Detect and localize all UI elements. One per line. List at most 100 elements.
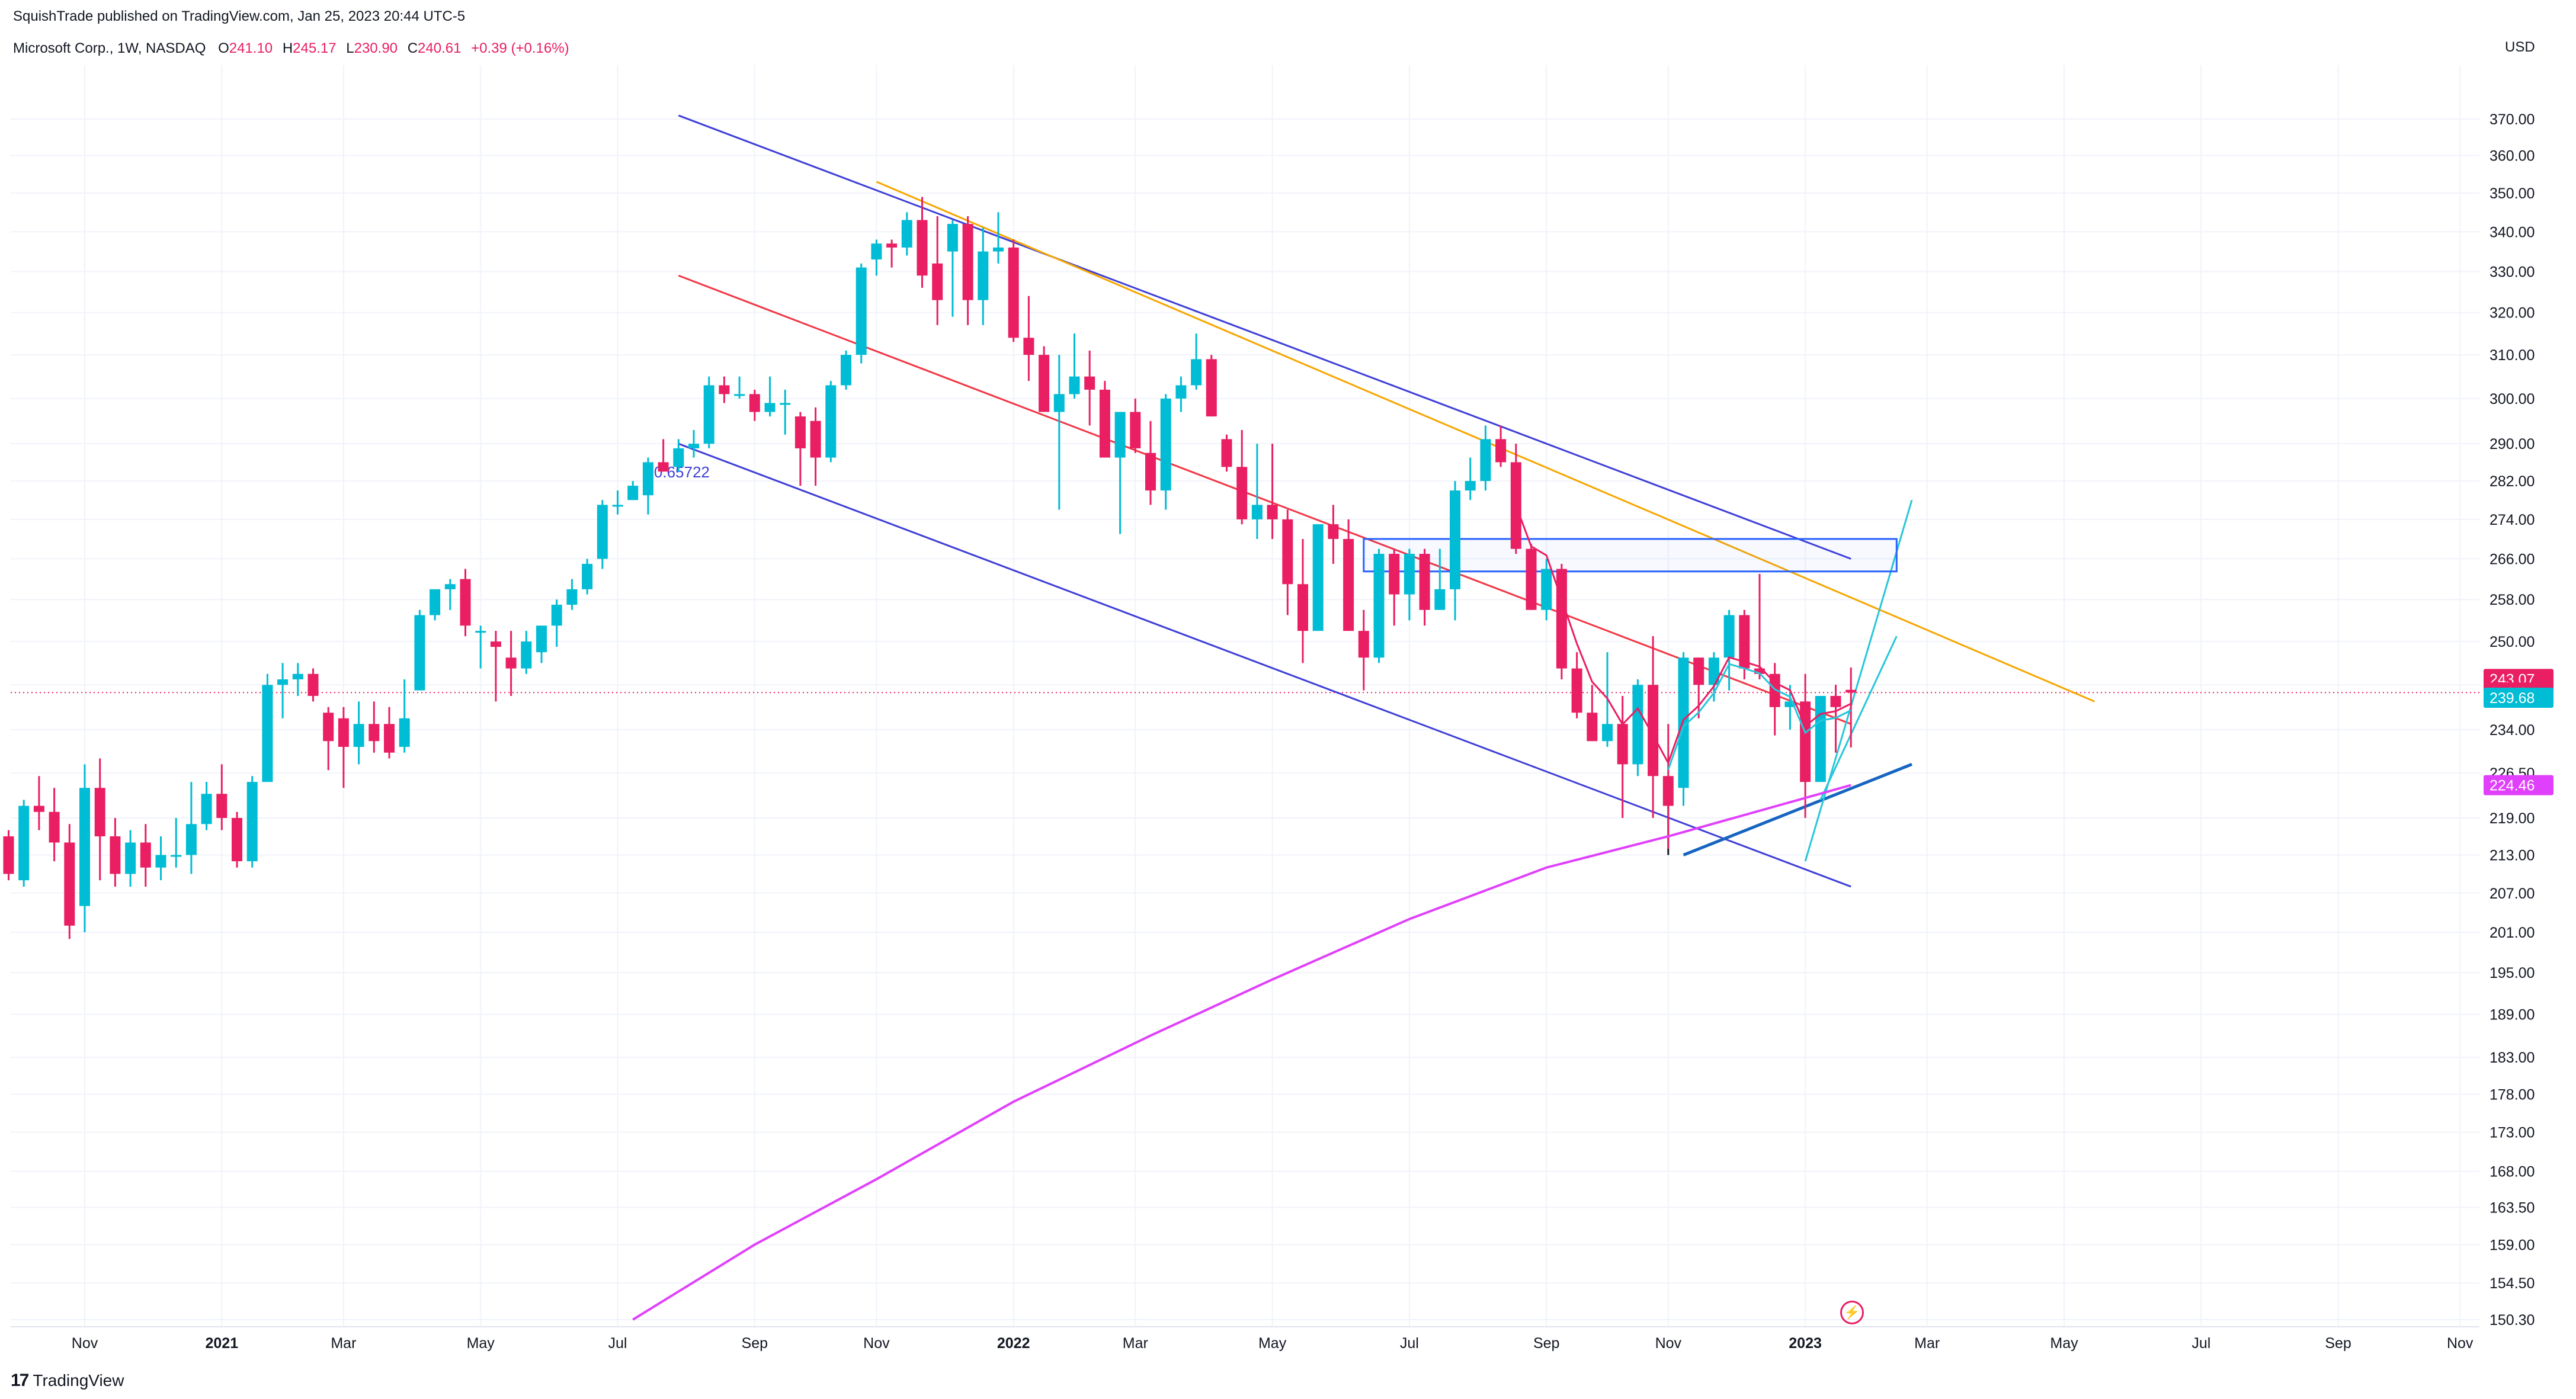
time-axis[interactable]: Nov 2021 Mar May Jul Sep Nov 2022 Mar May Jul Sep No…	[72, 1335, 2474, 1352]
y-tick-label: 350.00	[2490, 185, 2535, 202]
candle-body	[369, 724, 380, 742]
candle-body	[612, 505, 623, 507]
candle-body	[551, 604, 562, 626]
price-tag[interactable]: 239.68	[2484, 687, 2553, 708]
candle-body	[1495, 439, 1507, 463]
x-tick-label: Sep	[1533, 1335, 1559, 1352]
y-tick-label: 330.00	[2490, 264, 2535, 280]
candle	[1450, 481, 1460, 621]
y-tick-label: 266.00	[2490, 551, 2535, 568]
candle	[1480, 425, 1491, 491]
candle-body	[673, 448, 684, 467]
price-tag-label: 224.46	[2490, 778, 2535, 794]
candle-body	[292, 673, 303, 680]
candle	[64, 824, 75, 939]
candle	[856, 263, 867, 364]
candle-body	[841, 355, 851, 386]
candle	[1648, 636, 1659, 818]
candle-body	[1510, 462, 1521, 549]
candle-body	[125, 842, 136, 874]
x-tick-label: Mar	[331, 1335, 356, 1352]
candle-body	[1571, 668, 1582, 713]
candle-body	[658, 462, 669, 472]
candle-body	[856, 267, 867, 355]
candle	[1251, 444, 1263, 539]
candle-body	[1251, 505, 1263, 519]
candle-body	[917, 220, 928, 276]
candle-body	[1023, 338, 1034, 355]
candle-body	[1678, 657, 1689, 788]
trendline-support-rising[interactable]	[1683, 763, 1912, 856]
y-tick-label: 173.00	[2490, 1125, 2535, 1141]
candle-body	[810, 421, 821, 458]
change-value: +0.39 (+0.16%)	[471, 40, 569, 56]
candle-body	[1053, 394, 1065, 412]
price-tag[interactable]: 224.46	[2484, 775, 2553, 795]
candle-body	[1389, 554, 1400, 595]
candle-body	[1693, 657, 1704, 685]
candle-body	[1297, 584, 1308, 631]
candle-body	[1434, 589, 1446, 610]
close-label: C	[407, 40, 418, 56]
candle-body	[3, 836, 14, 874]
candle	[886, 239, 898, 268]
candle	[841, 350, 851, 390]
candle-body	[582, 564, 593, 589]
candle-body	[703, 385, 715, 444]
candle-body	[216, 794, 228, 818]
trendline-cyan-channel-top[interactable]	[1804, 499, 1913, 862]
tradingview-brand[interactable]: 17 TradingView	[11, 1371, 124, 1391]
candle	[719, 376, 730, 403]
candle-body	[1556, 569, 1567, 669]
symbol-legend[interactable]: Microsoft Corp., 1W, NASDAQ O241.10 H245…	[13, 40, 569, 57]
trendline-channel-mid[interactable]	[678, 274, 1851, 725]
candlestick-series	[3, 197, 1857, 939]
price-tag-bg	[2484, 775, 2553, 795]
candle	[1754, 574, 1765, 680]
x-tick-label: Jul	[1400, 1335, 1419, 1352]
price-axis[interactable]: 370.00 360.00 350.00 340.00 330.00 320.00 310.…	[2484, 111, 2553, 1329]
candle-body	[1602, 724, 1613, 742]
y-tick-label: 300.00	[2490, 391, 2535, 407]
candle-body	[1800, 701, 1811, 782]
y-tick-label: 154.50	[2490, 1275, 2535, 1292]
candle-body	[1769, 673, 1780, 707]
y-tick-label: 340.00	[2490, 224, 2535, 240]
candle	[1632, 679, 1643, 776]
candle-body	[414, 615, 425, 691]
candle-body	[1312, 524, 1324, 631]
candle	[216, 764, 228, 830]
candle-body	[1114, 412, 1126, 458]
ema-fast-line	[1515, 505, 1851, 765]
candle-body	[1267, 505, 1278, 519]
candle	[1434, 548, 1446, 610]
x-tick-label: Jul	[608, 1335, 627, 1352]
open-value: 241.10	[229, 40, 273, 56]
candle-body	[338, 718, 349, 747]
trendline-overlays[interactable]: 0.65722	[654, 114, 2095, 888]
low-label: L	[346, 40, 354, 56]
ema-cyan-line	[1667, 663, 1851, 770]
y-tick-label: 159.00	[2490, 1237, 2535, 1253]
lightning-bolt-icon[interactable]: ⚡	[1840, 1301, 1864, 1324]
candle-body	[1130, 412, 1141, 448]
candle-body	[1784, 701, 1796, 707]
candle-body	[1358, 631, 1369, 658]
trendline-channel-lower[interactable]	[678, 442, 1851, 888]
open-label: O	[218, 40, 229, 56]
trendline-cyan-channel-bottom[interactable]	[1819, 636, 1898, 801]
candle	[1389, 548, 1400, 626]
candle	[155, 836, 166, 881]
candle	[627, 481, 639, 500]
candle-body	[901, 220, 912, 248]
symbol-name: Microsoft Corp., 1W, NASDAQ	[13, 40, 206, 56]
candle	[1526, 544, 1537, 610]
candle	[1267, 444, 1278, 539]
resistance-box[interactable]	[1363, 538, 1898, 573]
currency-label[interactable]: USD	[2505, 39, 2535, 55]
candle-body	[49, 811, 60, 843]
trendline-channel-upper[interactable]	[678, 114, 1851, 560]
candle-body	[871, 243, 882, 260]
x-tick-label: Nov	[2447, 1335, 2474, 1352]
